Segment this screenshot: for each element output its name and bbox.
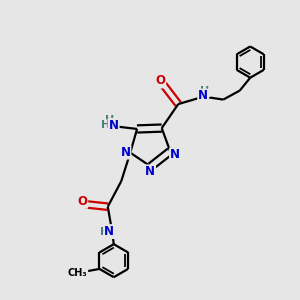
Text: N: N [145, 165, 155, 178]
Text: H: H [105, 115, 114, 125]
Text: N: N [104, 225, 114, 238]
Text: H: H [101, 120, 110, 130]
Text: H: H [200, 86, 210, 96]
Text: N: N [198, 89, 208, 103]
Text: H: H [100, 226, 110, 237]
Text: N: N [109, 119, 119, 132]
Text: O: O [155, 74, 165, 88]
Text: CH₃: CH₃ [68, 268, 87, 278]
Text: N: N [121, 146, 130, 159]
Text: O: O [77, 195, 87, 208]
Text: N: N [170, 148, 180, 161]
